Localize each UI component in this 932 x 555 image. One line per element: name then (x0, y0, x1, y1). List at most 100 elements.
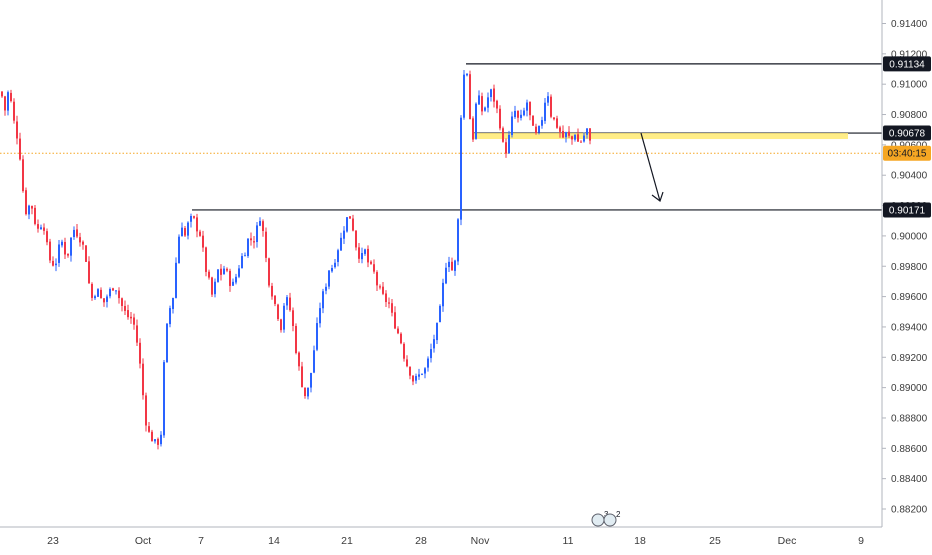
candle-body (436, 322, 438, 341)
price-axis[interactable]: 0.914000.912000.910000.908000.906000.904… (881, 0, 931, 527)
countdown-label: 03:40:15 (888, 149, 927, 160)
candle-body (490, 89, 492, 98)
candle-body (355, 230, 357, 248)
candle-body (319, 308, 321, 324)
y-tick-label: 0.89400 (891, 322, 928, 333)
candle-body (487, 97, 489, 108)
candle-body (565, 132, 567, 138)
candle-body (496, 100, 498, 109)
candle-body (388, 302, 390, 304)
x-tick-label: Oct (135, 535, 151, 547)
candle-body (262, 221, 264, 232)
candle-body (442, 282, 444, 307)
candle-body (589, 128, 591, 141)
candle-body (568, 131, 570, 136)
candle-body (79, 237, 81, 243)
candle-body (244, 255, 246, 257)
candle-body (511, 116, 513, 136)
candle-body (13, 101, 15, 121)
candles (1, 69, 591, 450)
level-price-tag[interactable] (883, 125, 931, 141)
candle-body (67, 253, 69, 256)
candle-body (28, 205, 30, 215)
candle-body (292, 310, 294, 326)
candle-body (229, 270, 231, 286)
candle-body (484, 107, 486, 111)
comment-icon (603, 513, 617, 527)
level-price-tag[interactable] (883, 56, 931, 72)
candle-body (64, 241, 66, 255)
candle-body (94, 296, 96, 299)
candle-body (451, 261, 453, 271)
candle-body (112, 288, 114, 291)
level-price-label: 0.91134 (889, 59, 925, 70)
candle-body (178, 236, 180, 264)
candle-body (361, 253, 363, 260)
candle-body (412, 375, 414, 382)
candle-body (340, 237, 342, 251)
candle-body (529, 101, 531, 116)
candle-body (271, 285, 273, 297)
time-axis[interactable]: 23 Oct 7 14 21 28 Nov 11 18 25 Dec 9 (0, 526, 882, 547)
current-price-tag[interactable] (883, 145, 931, 161)
candle-body (379, 286, 381, 288)
candle-body (163, 362, 165, 436)
candle-body (277, 304, 279, 320)
candle-body (322, 291, 324, 309)
candle-body (403, 343, 405, 359)
candle-body (553, 117, 555, 120)
candle-body (196, 217, 198, 232)
candle-body (82, 241, 84, 245)
y-tick-label: 0.90800 (891, 110, 928, 121)
candle-body (211, 277, 213, 295)
candle-body (193, 216, 195, 218)
candle-body (142, 363, 144, 396)
candle-body (184, 228, 186, 236)
candle-body (400, 333, 402, 344)
candle-body (283, 305, 285, 330)
annotations (640, 132, 664, 202)
candle-body (10, 92, 12, 102)
candle-body (334, 262, 336, 268)
candle-body (97, 289, 99, 297)
candle-body (49, 241, 51, 261)
candle-body (118, 290, 120, 299)
candle-body (430, 349, 432, 359)
candle-body (160, 434, 162, 445)
level-price-tag[interactable] (883, 202, 931, 218)
projection-arrow (640, 132, 661, 202)
candle-body (544, 102, 546, 121)
candle-body (493, 88, 495, 102)
level-price-label: 0.90171 (889, 205, 926, 216)
candle-body (394, 312, 396, 329)
candle-body (409, 366, 411, 376)
supply-zone (472, 133, 848, 140)
candle-body (127, 310, 129, 318)
candle-body (391, 303, 393, 313)
candle-body (499, 108, 501, 129)
candle-body (427, 358, 429, 368)
y-tick-label: 0.88800 (891, 413, 928, 424)
y-tick-label: 0.88600 (891, 444, 928, 455)
candle-body (448, 261, 450, 268)
candle-body (130, 316, 132, 319)
candle-body (583, 135, 585, 142)
candle-body (7, 92, 9, 111)
x-tick-label: 21 (341, 535, 353, 547)
candle-body (85, 245, 87, 262)
y-tick-label: 0.89200 (891, 353, 928, 364)
candle-body (472, 118, 474, 140)
candle-body (502, 128, 504, 142)
candle-body (559, 127, 561, 132)
candle-body (421, 373, 423, 375)
candle-body (538, 125, 540, 133)
candle-body (25, 190, 27, 215)
candle-body (115, 290, 117, 292)
candle-body (31, 205, 33, 209)
x-tick-label: 14 (268, 535, 280, 547)
candle-body (40, 227, 42, 230)
y-tick-label: 0.91400 (891, 19, 928, 30)
